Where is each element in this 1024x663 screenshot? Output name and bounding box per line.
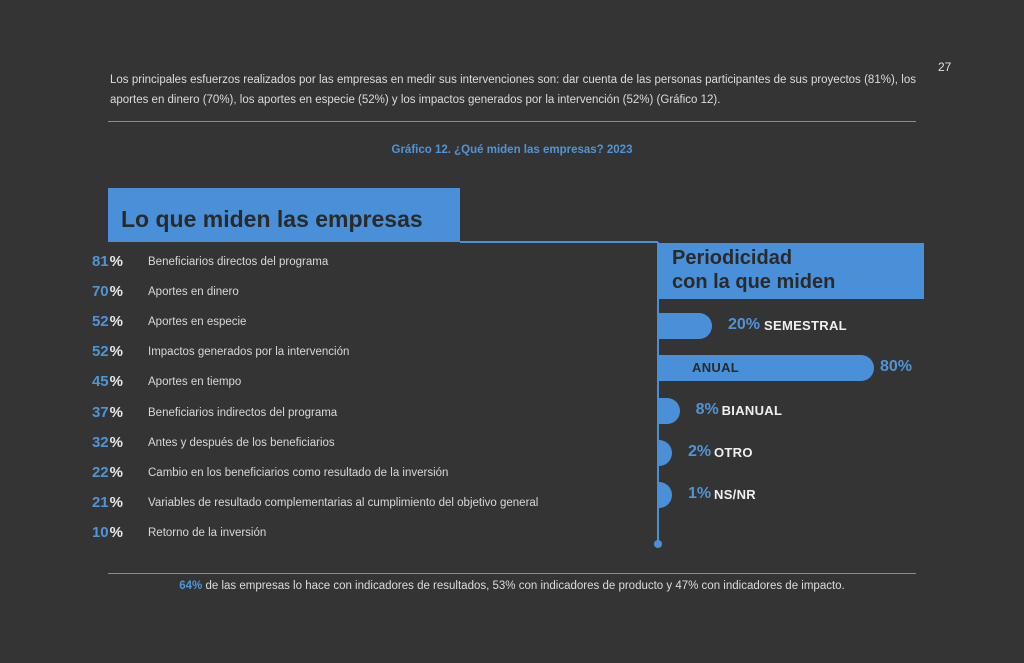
percent-sign: % bbox=[109, 373, 123, 391]
intro-paragraph: Los principales esfuerzos realizados por… bbox=[110, 74, 916, 106]
bar-value-label: 20% bbox=[728, 316, 761, 333]
measure-value: 81 bbox=[91, 253, 109, 270]
measure-percent: 21% bbox=[92, 493, 123, 513]
measure-value: 32 bbox=[91, 433, 109, 451]
periodicity-title-line2: con la que miden bbox=[672, 271, 836, 293]
footer-highlight: 64% bbox=[179, 580, 203, 592]
measure-percent: 81% bbox=[92, 252, 123, 272]
periodicity-bar bbox=[658, 398, 680, 424]
bottom-divider bbox=[108, 573, 916, 574]
measure-percent: 52% bbox=[92, 312, 123, 332]
chart-title: Gráfico 12. ¿Qué miden las empresas? 202… bbox=[391, 144, 633, 156]
measure-value: 45 bbox=[91, 373, 109, 391]
measure-row: 32% Antes y después de los beneficiarios bbox=[0, 433, 620, 453]
bar-category-label: ANUAL bbox=[692, 360, 739, 375]
measures-header: Lo que miden las empresas bbox=[108, 188, 460, 242]
measure-value: 52 bbox=[91, 343, 109, 361]
bar-category-label: SEMESTRAL bbox=[764, 318, 847, 333]
measure-percent: 45% bbox=[92, 372, 123, 392]
periodicity-bar bbox=[658, 355, 874, 381]
measure-value: 52 bbox=[91, 313, 109, 331]
measure-percent: 37% bbox=[92, 403, 123, 423]
measure-row: 22% Cambio en los beneficiarios como resu… bbox=[0, 463, 620, 483]
measure-label: Aportes en dinero bbox=[148, 286, 239, 299]
measure-label: Beneficiarios directos del programa bbox=[148, 256, 329, 268]
bar-category-label: OTRO bbox=[714, 445, 753, 460]
measure-label: Antes y después de los beneficiarios bbox=[148, 436, 335, 449]
measure-value: 37 bbox=[91, 403, 109, 421]
measure-row: 52% Aportes en especie bbox=[0, 312, 620, 332]
percent-sign: % bbox=[109, 463, 123, 481]
vertical-axis-line bbox=[657, 242, 659, 544]
measure-row: 37% Beneficiarios indirectos del programa bbox=[0, 403, 620, 423]
bar-category-label: BIANUAL bbox=[721, 403, 783, 418]
measure-value: 22 bbox=[91, 463, 109, 481]
measure-value: 70 bbox=[91, 283, 109, 301]
measure-label: Impactos generados por la intervención bbox=[148, 346, 350, 359]
measure-row: 70% Aportes en dinero bbox=[0, 282, 620, 302]
periodicity-bar bbox=[658, 313, 712, 339]
measure-percent: 32% bbox=[92, 433, 123, 453]
bar-value-label: 80% bbox=[880, 358, 913, 375]
percent-sign: % bbox=[109, 313, 123, 331]
measure-percent: 10% bbox=[92, 523, 123, 543]
measure-row: 52% Impactos generados por la intervenció… bbox=[0, 342, 620, 362]
measure-row: 21% Variables de resultado complementaria… bbox=[0, 493, 620, 513]
measure-value: 10 bbox=[91, 523, 109, 541]
periodicity-title-line1: Periodicidad bbox=[672, 247, 793, 269]
periodicity-header: Periodicidad con la que miden bbox=[658, 243, 924, 299]
percent-sign: % bbox=[109, 343, 123, 361]
page-number: 27 bbox=[938, 60, 952, 74]
measure-row: 81% Beneficiarios directos del programa bbox=[0, 252, 620, 272]
percent-sign: % bbox=[109, 433, 123, 451]
periodicity-bar bbox=[658, 482, 672, 508]
footer-text: de las empresas lo hace con indicadores … bbox=[202, 580, 845, 592]
measure-label: Variables de resultado complementarias a… bbox=[148, 496, 539, 509]
measure-percent: 70% bbox=[92, 282, 123, 302]
bar-value-label: 2% bbox=[688, 443, 712, 460]
measure-row: 45% Aportes en tiempo bbox=[0, 372, 620, 392]
measure-label: Cambio en los beneficiarios como resulta… bbox=[148, 466, 449, 479]
percent-sign: % bbox=[109, 403, 123, 421]
measure-label: Aportes en especie bbox=[148, 316, 247, 329]
percent-sign: % bbox=[109, 523, 123, 541]
header-connector-line bbox=[460, 241, 658, 243]
top-divider bbox=[108, 121, 916, 122]
measure-value: 21 bbox=[91, 493, 109, 511]
percent-sign: % bbox=[109, 283, 123, 301]
measure-label: Retorno de la inversión bbox=[148, 526, 267, 539]
percent-sign: % bbox=[109, 253, 123, 270]
measure-label: Beneficiarios indirectos del programa bbox=[148, 406, 338, 419]
bar-value-label: 1% bbox=[688, 485, 712, 502]
measure-percent: 22% bbox=[92, 463, 123, 483]
measure-row: 10% Retorno de la inversión bbox=[0, 523, 620, 543]
bar-value-label: 8% bbox=[695, 401, 719, 418]
footer-note: 64% de las empresas lo hace con indicado… bbox=[0, 580, 1024, 592]
bar-category-label: NS/NR bbox=[714, 487, 756, 502]
periodicity-bar bbox=[658, 440, 672, 466]
measure-label: Aportes en tiempo bbox=[148, 376, 242, 389]
axis-end-dot bbox=[654, 540, 662, 548]
measure-percent: 52% bbox=[92, 342, 123, 362]
percent-sign: % bbox=[109, 493, 123, 511]
